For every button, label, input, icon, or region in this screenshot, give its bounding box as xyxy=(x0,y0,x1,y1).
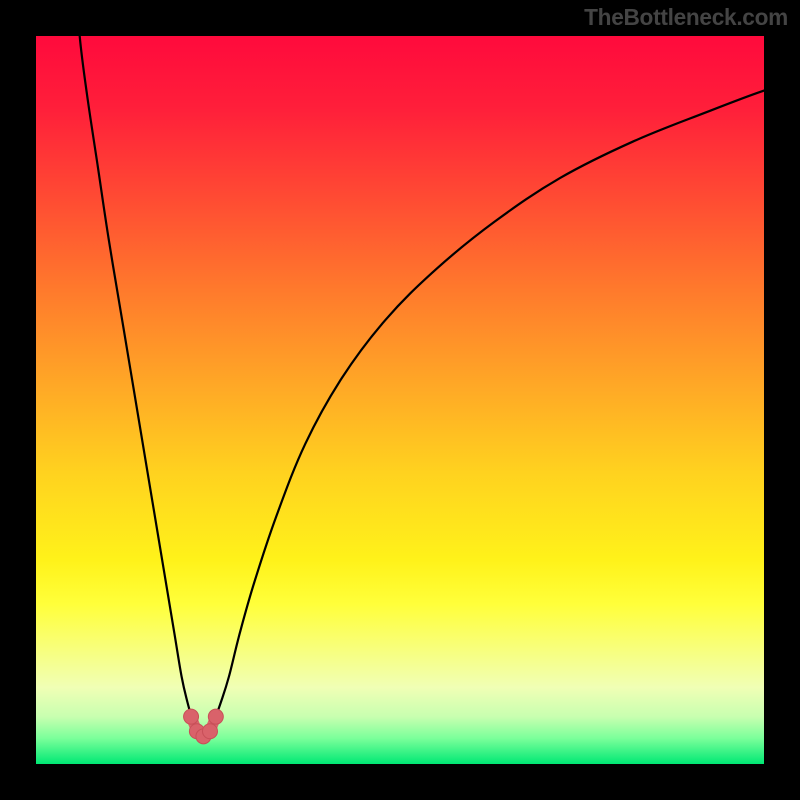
chart-container: TheBottleneck.com xyxy=(0,0,800,800)
watermark-text: TheBottleneck.com xyxy=(584,4,788,31)
plot-gradient-background xyxy=(36,36,764,764)
marker-dot xyxy=(184,709,199,724)
marker-dot xyxy=(208,709,223,724)
marker-dot xyxy=(202,724,217,739)
bottleneck-chart-svg xyxy=(0,0,800,800)
